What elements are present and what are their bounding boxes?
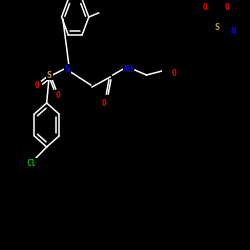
Text: O: O bbox=[34, 80, 40, 90]
Text: O: O bbox=[55, 90, 60, 100]
Text: NH: NH bbox=[123, 64, 133, 74]
Text: Cl: Cl bbox=[26, 158, 36, 168]
Text: S: S bbox=[47, 70, 52, 80]
Text: N: N bbox=[65, 64, 70, 74]
Text: O: O bbox=[102, 98, 107, 108]
Text: O: O bbox=[203, 4, 208, 13]
Text: O: O bbox=[225, 4, 230, 13]
Text: N: N bbox=[231, 26, 236, 36]
Text: S: S bbox=[214, 22, 219, 32]
Text: O: O bbox=[171, 68, 176, 78]
